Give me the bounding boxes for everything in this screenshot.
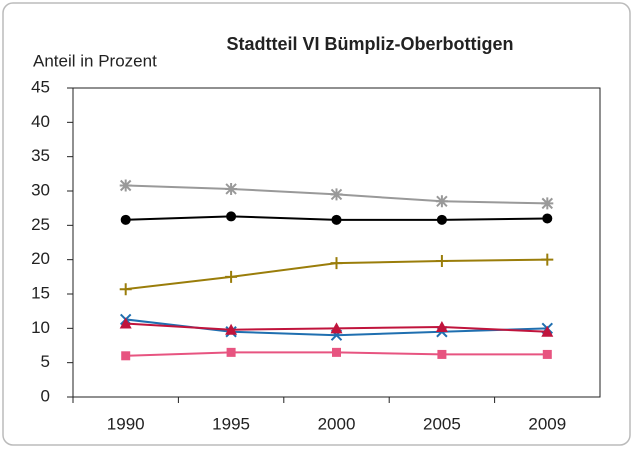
y-tick-label: 20 [31,249,50,268]
x-tick-label: 2005 [423,414,461,433]
point [541,253,554,266]
y-tick-label: 40 [31,112,50,131]
y-tick-label: 45 [31,77,50,96]
point [332,347,341,357]
point [120,214,131,225]
point [435,195,448,208]
y-tick-label: 30 [31,180,50,199]
point [541,325,554,337]
x-tick-label: 2009 [528,414,566,433]
y-tick-label: 0 [41,386,50,405]
point [437,349,447,359]
point [541,197,554,210]
y-tick-label: 25 [31,215,50,234]
point [330,188,343,201]
point [225,323,238,335]
point [226,211,237,222]
point [542,213,553,224]
plot-frame [72,87,601,398]
point [330,322,343,334]
y-tick-label: 35 [31,146,50,165]
point [542,349,552,359]
chart-frame [2,2,631,446]
x-tick-label: 1995 [212,414,250,433]
y-tick-label: 5 [41,352,50,371]
x-tick-label: 2000 [318,414,356,433]
y-axis-label: Anteil in Prozent [33,51,157,70]
point [225,270,238,283]
point [225,182,238,195]
point [119,317,132,329]
x-tick-label: 1990 [107,414,145,433]
point [436,214,447,225]
y-tick-label: 15 [31,283,50,302]
y-tick-label: 10 [31,318,50,337]
point [119,179,132,192]
point [435,320,448,332]
point [226,347,236,357]
point [331,214,342,225]
point [121,351,131,361]
point [119,283,132,296]
point [330,257,343,270]
point [435,255,448,268]
chart-title: Stadtteil VI Bümpliz-Oberbottigen [227,34,514,54]
